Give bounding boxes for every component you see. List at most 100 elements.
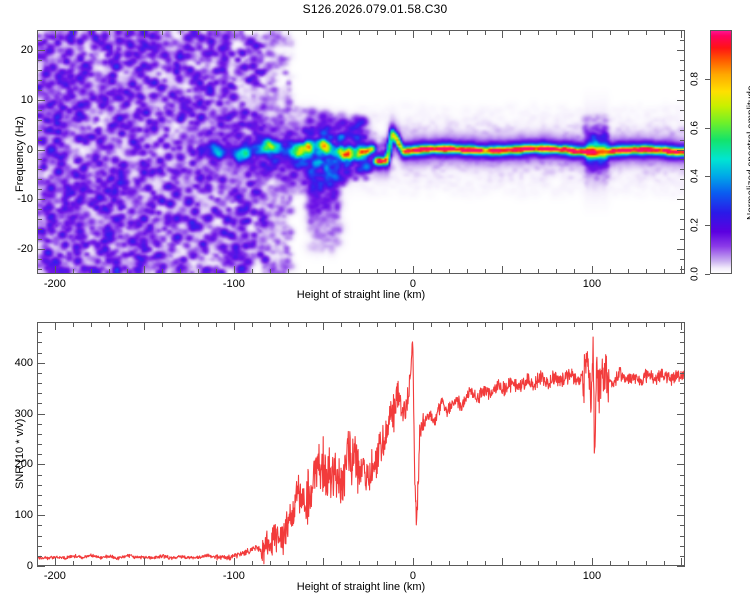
ytick-minor-right [680,383,685,384]
xtick-minor [305,561,307,566]
xtick-minor-top [538,322,540,327]
xtick-minor [663,269,665,274]
ytick-major-right [677,413,685,415]
ytick-minor [37,484,42,486]
ytick-minor-right [680,332,685,334]
xtick-minor-top [90,322,92,327]
xtick-minor-top [609,30,611,35]
ytick-minor-right [680,59,685,61]
xtick-minor [287,561,289,566]
spectrogram-panel [37,30,685,274]
ytick-minor-right [680,535,685,537]
ytick-major-right [677,566,685,567]
xtick-label: 0 [409,570,416,582]
xtick-minor-top [645,30,647,35]
xtick-minor-top [341,30,343,35]
ytick-minor [37,393,42,395]
xtick-major [591,558,593,566]
snr-panel [37,322,685,566]
xtick-major-top [502,322,504,330]
spectrogram-canvas [38,31,684,273]
xtick-label: -100 [222,570,245,582]
ytick-minor-right [680,393,685,395]
ytick-major-right [677,249,685,251]
xtick-minor [556,561,558,566]
ytick-major-right [677,515,685,517]
ytick-minor [37,269,42,271]
xtick-minor [520,561,522,566]
xtick-minor-top [627,30,629,35]
xtick-minor [574,269,576,274]
xtick-minor-top [484,30,486,35]
xtick-minor-top [520,322,522,327]
xtick-minor-top [162,30,164,35]
spectrogram-plot-area [38,31,684,273]
xtick-label: 100 [582,570,602,582]
ytick-minor-right [680,444,685,445]
ytick-minor [37,259,42,261]
xtick-minor-top [108,322,110,327]
xtick-minor [609,561,611,566]
xtick-minor-top [305,322,307,327]
ytick-minor [37,169,42,171]
xtick-minor-top [180,322,182,327]
xtick-minor [126,561,128,566]
xtick-minor [180,269,182,274]
ytick-minor [37,59,42,61]
xtick-minor [395,269,396,274]
xtick-minor [645,561,647,566]
ytick-label: 100 [14,509,33,522]
xtick-minor-top [645,322,647,327]
xtick-minor [609,269,611,274]
xtick-minor [216,561,217,566]
xtick-minor [251,561,253,566]
ytick-minor [37,494,42,496]
ytick-major [37,464,45,466]
xtick-minor [466,561,468,566]
ytick-minor-right [680,129,685,131]
xtick-minor-top [520,30,522,35]
xtick-minor [305,269,307,274]
ytick-major-right [677,49,685,51]
ytick-major [37,413,45,415]
xtick-minor-top [216,322,217,327]
xtick-major [144,266,146,274]
xtick-major [412,266,414,274]
xtick-minor-top [251,322,253,327]
ytick-major-right [677,199,685,201]
ytick-minor [37,159,42,161]
ytick-minor-right [680,119,685,121]
xtick-minor [198,269,200,274]
xtick-major-top [502,30,504,38]
xtick-minor [377,269,379,274]
xtick-minor-top [556,30,558,35]
xtick-major-top [144,322,146,330]
ytick-minor [37,30,42,31]
xtick-minor-top [180,30,182,35]
ytick-minor [37,89,42,91]
xtick-label: -200 [43,278,66,290]
ytick-label: 20 [20,43,33,56]
ytick-minor [37,219,42,221]
ytick-minor [37,525,42,527]
ytick-minor [37,69,42,71]
xtick-minor-top [574,322,576,327]
xtick-major-top [323,322,325,330]
xtick-minor [269,269,271,274]
xtick-minor [198,561,200,566]
xtick-major [233,558,235,566]
ytick-minor [37,372,42,374]
xtick-major-top [591,30,593,38]
xtick-major-top [233,30,235,38]
figure-title: S126.2026.079.01.58.C30 [302,2,448,16]
ytick-label: 0 [26,143,33,156]
ytick-minor-right [680,555,685,557]
ytick-minor-right [680,169,685,171]
xtick-major [54,558,56,566]
xtick-minor-top [448,322,450,327]
xtick-minor-top [538,30,540,35]
xtick-minor-top [126,30,128,35]
xtick-minor [287,269,289,274]
xtick-minor-top [466,30,468,35]
xtick-minor [466,269,468,274]
